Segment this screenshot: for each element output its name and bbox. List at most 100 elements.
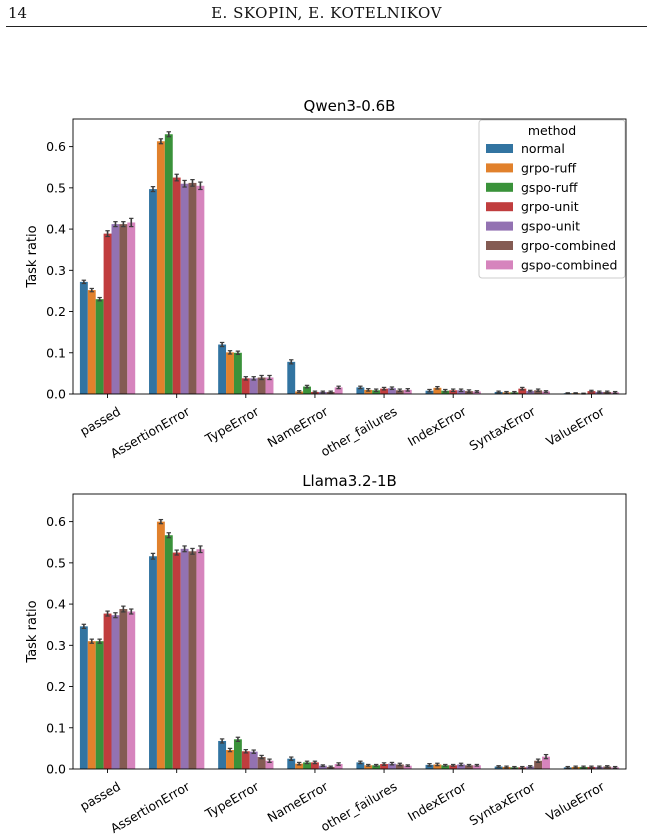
bar-gspo-unit-TypeError — [249, 378, 258, 394]
y-tick-label: 0.5 — [46, 180, 66, 195]
y-tick-label: 0.1 — [46, 720, 66, 735]
bar-grpo-combined-other_failures — [395, 390, 404, 394]
bar-grpo-unit-passed — [103, 233, 112, 394]
x-tick-label: TypeError — [202, 403, 262, 447]
bar-gspo-ruff-NameError — [303, 762, 311, 769]
bar-gspo-ruff-passed — [95, 299, 104, 394]
bar-gspo-combined-NameError — [334, 764, 343, 769]
legend-swatch-grpo-ruff — [486, 163, 513, 173]
chart-panel-2: 0.0 0.1 0.2 0.3 0.4 0.5 0.6 passedAssertionErro… — [25, 472, 627, 836]
chart-title: Qwen3-0.6B — [304, 97, 396, 115]
bar-gspo-unit-SyntaxError — [526, 391, 535, 394]
bar-normal-NameError — [287, 361, 296, 394]
bar-gspo-combined-other_failures — [403, 389, 412, 394]
x-tick-label: TypeError — [202, 778, 262, 822]
y-axis-label: Task ratio — [25, 600, 40, 663]
bar-gspo-ruff-passed — [95, 641, 104, 769]
bar-grpo-unit-AssertionError — [172, 552, 181, 769]
y-axis-label: Task ratio — [25, 225, 40, 288]
bar-grpo-combined-other_failures — [395, 764, 404, 769]
bar-gspo-combined-passed — [127, 611, 136, 769]
bar-grpo-unit-passed — [103, 613, 112, 769]
x-tick-label: IndexError — [405, 403, 469, 449]
bar-gspo-combined-AssertionError — [196, 185, 205, 394]
bar-gspo-combined-NameError — [334, 387, 343, 394]
bar-gspo-unit-passed — [111, 224, 120, 394]
bar-grpo-unit-AssertionError — [172, 177, 181, 394]
bar-grpo-combined-IndexError — [465, 765, 473, 769]
y-tick-label: 0.0 — [46, 762, 66, 777]
bar-normal-TypeError — [218, 344, 227, 394]
y-tick-label: 0.2 — [46, 679, 66, 694]
chart-title: Llama3.2-1B — [302, 472, 397, 490]
y-tick-label: 0.1 — [46, 345, 66, 360]
bar-gspo-ruff-AssertionError — [164, 134, 173, 394]
x-tick-label: AssertionError — [108, 778, 193, 836]
bar-gspo-combined-TypeError — [265, 760, 274, 769]
y-tick-label: 0.4 — [46, 597, 66, 612]
bar-gspo-ruff-AssertionError — [164, 535, 173, 769]
bar-grpo-combined-TypeError — [257, 377, 266, 394]
legend-title: method — [528, 123, 576, 138]
bar-gspo-ruff-TypeError — [233, 352, 242, 394]
bar-grpo-ruff-passed — [87, 290, 96, 394]
plot-frame — [72, 118, 627, 395]
x-tick-label: SyntaxError — [466, 403, 538, 453]
legend-swatch-grpo-unit — [486, 202, 513, 212]
bar-gspo-unit-other_failures — [388, 388, 396, 394]
legend-label-grpo-unit: grpo-unit — [521, 199, 579, 214]
legend-label-gspo-combined: gspo-combined — [521, 257, 617, 272]
bar-gspo-unit-AssertionError — [180, 548, 189, 769]
y-tick-label: 0.2 — [46, 304, 66, 319]
legend-label-grpo-ruff: grpo-ruff — [521, 160, 576, 175]
bar-grpo-ruff-other_failures — [364, 765, 373, 769]
bar-gspo-ruff-IndexError — [441, 765, 450, 769]
legend-swatch-grpo-combined — [486, 241, 513, 250]
x-tick-label: NameError — [265, 403, 332, 450]
bar-normal-AssertionError — [149, 556, 157, 769]
legend-swatch-gspo-ruff — [486, 182, 513, 192]
legend: method normal grpo-ruff gspo-ruff grpo-unit g… — [478, 119, 626, 279]
bar-gspo-combined-other_failures — [403, 765, 412, 769]
bar-grpo-ruff-passed — [87, 641, 96, 769]
bar-gspo-combined-AssertionError — [196, 549, 205, 769]
page-number: 14 — [8, 4, 28, 22]
bar-gspo-ruff-other_failures — [372, 765, 381, 769]
header-rule — [6, 26, 647, 27]
bar-grpo-unit-TypeError — [241, 751, 250, 769]
legend-label-gspo-ruff: gspo-ruff — [521, 180, 578, 195]
plot-frame — [72, 493, 627, 770]
bar-grpo-combined-AssertionError — [188, 551, 197, 769]
bar-gspo-ruff-NameError — [303, 386, 311, 394]
legend-swatch-normal — [486, 144, 513, 153]
bar-grpo-unit-other_failures — [380, 388, 389, 394]
legend-swatch-gspo-unit — [486, 221, 513, 231]
y-tick-label: 0.3 — [46, 638, 66, 653]
x-tick-label: passed — [77, 404, 123, 439]
bar-gspo-ruff-TypeError — [233, 739, 242, 769]
legend-box — [478, 119, 626, 279]
bar-grpo-unit-TypeError — [241, 378, 250, 394]
y-tick-label: 0.3 — [46, 263, 66, 278]
legend-label-normal: normal — [521, 141, 565, 156]
bar-grpo-ruff-IndexError — [433, 387, 442, 394]
y-tick-label: 0.5 — [46, 555, 66, 570]
bar-grpo-combined-TypeError — [257, 757, 266, 769]
bar-normal-other_failures — [356, 762, 365, 769]
bar-grpo-unit-IndexError — [449, 765, 458, 769]
bar-grpo-ruff-TypeError — [226, 352, 234, 394]
bar-normal-passed — [79, 281, 88, 394]
x-tick-label: other_failures — [318, 779, 400, 835]
bar-gspo-ruff-other_failures — [372, 390, 381, 394]
bar-gspo-unit-other_failures — [388, 763, 396, 769]
bar-normal-passed — [79, 626, 88, 769]
page-header: 14 E. SKOPIN, E. KOTELNIKOV — [0, 0, 653, 30]
bar-grpo-ruff-IndexError — [433, 764, 442, 769]
bar-gspo-combined-IndexError — [472, 765, 481, 769]
bar-grpo-ruff-other_failures — [364, 389, 373, 394]
bar-grpo-ruff-TypeError — [226, 750, 234, 769]
bar-grpo-unit-ValueError — [587, 391, 596, 394]
legend-label-gspo-unit: gspo-unit — [521, 219, 580, 234]
y-tick-label: 0.0 — [46, 387, 66, 402]
bar-normal-IndexError — [425, 764, 434, 769]
